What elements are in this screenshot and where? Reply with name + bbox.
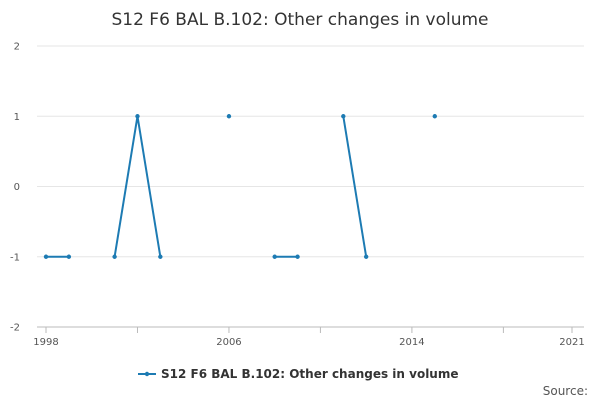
data-point[interactable] <box>432 114 437 119</box>
source-label: Source: <box>543 384 588 398</box>
series-layer <box>43 114 437 259</box>
legend-label: S12 F6 BAL B.102: Other changes in volum… <box>161 367 459 381</box>
data-point[interactable] <box>135 114 140 119</box>
data-point[interactable] <box>295 254 300 259</box>
data-point[interactable] <box>158 254 163 259</box>
chart-title: S12 F6 BAL B.102: Other changes in volum… <box>111 10 488 30</box>
y-tick-label: 2 <box>14 42 20 53</box>
grid <box>37 45 584 258</box>
data-point[interactable] <box>43 254 49 259</box>
x-tick-label: 1998 <box>33 337 58 348</box>
data-point[interactable] <box>112 254 117 259</box>
y-tick-label: -1 <box>10 252 20 263</box>
y-tick-label: 0 <box>14 182 20 193</box>
legend: S12 F6 BAL B.102: Other changes in volum… <box>138 367 459 381</box>
y-tick-label: 1 <box>14 112 20 123</box>
data-point[interactable] <box>363 254 369 259</box>
x-axis: 1998 2006 2014 2021 <box>33 326 585 348</box>
legend-swatch-marker <box>144 371 150 377</box>
x-tick-label: 2014 <box>399 337 424 348</box>
x-tick-label: 2006 <box>216 337 241 348</box>
data-point[interactable] <box>66 254 72 259</box>
data-point[interactable] <box>341 114 346 119</box>
data-point[interactable] <box>272 254 277 259</box>
y-tick-label: -2 <box>10 323 20 334</box>
data-point[interactable] <box>226 114 232 119</box>
y-axis: 2 1 0 -1 -2 <box>10 42 20 334</box>
series-line <box>342 116 368 257</box>
x-tick-label: 2021 <box>559 337 584 348</box>
